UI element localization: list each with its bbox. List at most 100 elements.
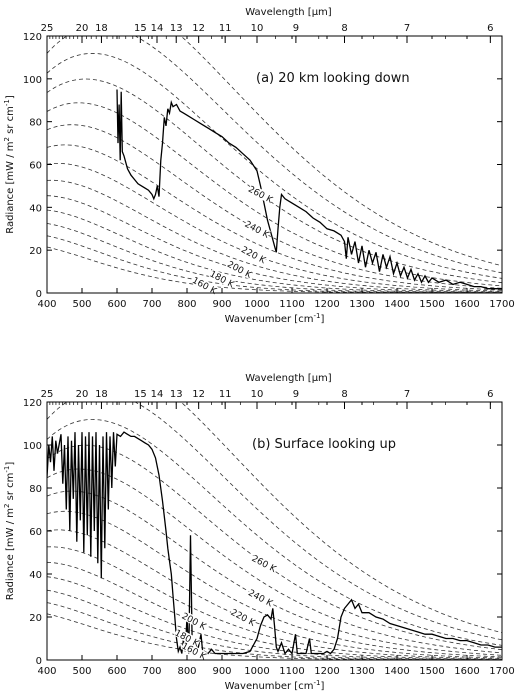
top-axis-label: Wavelength [µm] <box>245 7 332 18</box>
planck-curve-220k <box>47 529 502 659</box>
planck-curve-230k <box>47 510 502 658</box>
planck-curves <box>47 402 502 660</box>
top-axis-label: Wavelength [µm] <box>245 373 332 384</box>
x-axis-label-main: Wavenumber [cm <box>225 314 314 325</box>
top-tick-label: 11 <box>219 389 232 400</box>
curve-label-bg <box>180 640 208 661</box>
top-tick-label: 25 <box>41 23 54 34</box>
x-tick-label: 1700 <box>489 299 514 310</box>
top-tick-label: 9 <box>293 23 299 34</box>
top-tick-label: 12 <box>192 23 205 34</box>
x-tick-label: 500 <box>72 299 91 310</box>
curve-label-bg <box>173 627 201 648</box>
y-tick-label: 80 <box>29 484 42 495</box>
planck-curve-160k <box>47 246 502 293</box>
y-tick-label: 100 <box>23 441 42 452</box>
x-tick-label: 1000 <box>244 666 269 677</box>
x-tick-label: 600 <box>107 666 126 677</box>
planck-curve-200k <box>47 195 502 293</box>
top-tick-label: 15 <box>134 389 147 400</box>
planck-curve-280k <box>47 36 502 274</box>
x-tick-label: 1700 <box>489 666 514 677</box>
top-tick-label: 25 <box>41 389 54 400</box>
curve-label-bg <box>250 553 278 574</box>
curve-label: 220 K <box>229 608 258 630</box>
y-tick-label: 120 <box>23 398 42 409</box>
curve-label: 240 K <box>243 220 272 242</box>
curve-label-bg <box>226 258 254 280</box>
curve-label: 200 K <box>180 612 209 634</box>
planck-curve-290k <box>180 402 502 634</box>
y-axis-label-main: Radiance [mW / m <box>5 508 16 600</box>
y-tick-label: 0 <box>36 289 42 300</box>
planck-curve-190k <box>47 576 502 660</box>
curve-label-bg <box>191 274 219 296</box>
y-axis-label-close: ] <box>5 95 16 99</box>
planck-curve-250k <box>47 102 502 287</box>
x-tick-label: 1200 <box>314 299 339 310</box>
planck-curve-210k <box>47 546 502 660</box>
curve-label: 240 K <box>246 588 275 610</box>
curve-label-bg <box>247 587 275 608</box>
x-tick-label: 600 <box>107 299 126 310</box>
planck-curve-200k <box>47 561 502 660</box>
y-axis-label-sup: 2 <box>3 504 11 508</box>
planck-curve-260k <box>47 444 502 651</box>
x-tick-label: 400 <box>37 299 56 310</box>
top-tick-label: 18 <box>95 23 108 34</box>
x-tick-label: 1600 <box>454 666 479 677</box>
top-tick-label: 18 <box>95 389 108 400</box>
planck-curve-290k <box>180 36 502 267</box>
planck-curve-190k <box>47 209 502 293</box>
x-tick-label: 1500 <box>419 666 444 677</box>
top-tick-label: 11 <box>219 23 232 34</box>
y-tick-label: 40 <box>29 203 42 214</box>
planck-curve-240k <box>47 490 502 656</box>
y-axis-label-close: ] <box>5 462 16 466</box>
x-tick-label: 900 <box>212 666 231 677</box>
top-tick-label: 13 <box>170 23 183 34</box>
y-axis-label: Radiance [mW / m2 sr cm-1] <box>3 95 16 234</box>
x-axis-label-main: Wavenumber [cm <box>225 681 314 692</box>
x-axis-label-sup: -1 <box>313 312 320 320</box>
planck-curve-280k <box>47 402 502 641</box>
x-tick-label: 900 <box>212 299 231 310</box>
planck-curve-260k <box>47 78 502 284</box>
x-tick-label: 1200 <box>314 666 339 677</box>
panel-annotation: (a) 20 km looking down <box>256 71 410 86</box>
y-tick-label: 80 <box>29 118 42 129</box>
top-tick-label: 14 <box>151 23 164 34</box>
top-tick-label: 7 <box>404 389 410 400</box>
planck-curve-270k <box>47 52 502 279</box>
x-tick-label: 1000 <box>244 299 269 310</box>
y-axis-label-sup: 2 <box>3 137 11 141</box>
x-tick-label: 1600 <box>454 299 479 310</box>
top-tick-label: 8 <box>341 389 347 400</box>
planck-curve-250k <box>47 468 502 654</box>
top-tick-label: 8 <box>341 23 347 34</box>
panel-annotation: (b) Surface looking up <box>252 437 396 452</box>
x-tick-label: 1400 <box>384 299 409 310</box>
spectrum-line <box>116 89 502 290</box>
y-axis-label-main: Radiance [mW / m <box>5 142 16 234</box>
planck-curve-230k <box>47 144 502 291</box>
y-tick-label: 0 <box>36 656 42 667</box>
curve-label: 220 K <box>239 245 268 267</box>
planck-curve-210k <box>47 179 502 293</box>
x-tick-label: 1100 <box>279 666 304 677</box>
x-axis-label: Wavenumber [cm-1] <box>225 679 325 692</box>
x-tick-label: 1300 <box>349 666 374 677</box>
x-axis-label-sup: -1 <box>313 679 320 687</box>
x-tick-label: 700 <box>142 299 161 310</box>
top-tick-label: 9 <box>293 389 299 400</box>
y-axis-label-sup2: -1 <box>3 466 11 473</box>
planck-curve-220k <box>47 163 502 292</box>
y-axis-label: Radiance [mW / m2 sr cm-1] <box>3 462 16 601</box>
y-tick-label: 60 <box>29 527 42 538</box>
planck-curve-270k <box>47 419 502 646</box>
curve-label: 260 K <box>250 554 279 576</box>
top-tick-label: 20 <box>76 389 89 400</box>
planck-curve-160k <box>47 613 502 660</box>
